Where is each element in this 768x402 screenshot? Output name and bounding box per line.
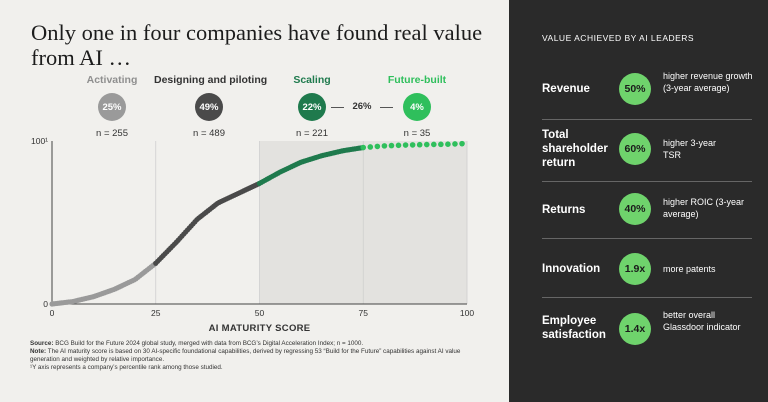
metric-value-circle: 40% bbox=[619, 193, 651, 225]
stage-count: n = 35 bbox=[403, 128, 431, 139]
metric-description: higher revenue growth (3-year average) bbox=[663, 71, 753, 93]
stage-percent-circle: 4% bbox=[403, 93, 431, 121]
note-line: Note: The AI maturity score is based on … bbox=[30, 348, 480, 364]
metric-value-circle: 60% bbox=[619, 133, 651, 165]
divider bbox=[542, 297, 752, 298]
stage-label: Activating bbox=[86, 74, 138, 86]
stage-count: n = 221 bbox=[296, 128, 328, 139]
stage-label: Future-built bbox=[387, 74, 447, 86]
stage-label: Scaling bbox=[293, 74, 331, 86]
stage-percent-circle: 49% bbox=[195, 93, 223, 121]
connector-label: 26% bbox=[352, 101, 372, 112]
value-row-returns: Returns 40% higher ROIC (3-year average) bbox=[542, 193, 752, 229]
stage-designing-piloting: Designing and piloting 49% n = 489 bbox=[154, 74, 268, 139]
data-point bbox=[360, 144, 367, 151]
stage-future-built: Future-built 4% n = 35 bbox=[362, 74, 472, 139]
source-notes: Source: BCG Build for the Future 2024 gl… bbox=[30, 340, 480, 372]
source-text: BCG Build for the Future 2024 global stu… bbox=[55, 340, 364, 347]
divider bbox=[542, 181, 752, 182]
metric-label: Returns bbox=[542, 204, 586, 216]
x-axis-label: AI MATURITY SCORE bbox=[209, 323, 311, 334]
data-point bbox=[459, 140, 465, 147]
metric-value-circle: 1.9x bbox=[619, 253, 651, 285]
data-point bbox=[416, 141, 423, 148]
metric-value-circle: 1.4x bbox=[619, 313, 651, 345]
source-label: Source: bbox=[30, 340, 54, 347]
divider bbox=[542, 119, 752, 120]
x-tick-label: 75 bbox=[359, 308, 369, 318]
data-point bbox=[388, 142, 395, 149]
left-panel: Only one in four companies have found re… bbox=[30, 20, 483, 372]
note-label: Note: bbox=[30, 348, 47, 355]
data-point bbox=[438, 141, 444, 148]
metric-label: Total shareholder return bbox=[542, 129, 608, 169]
stage-percent-circle: 25% bbox=[98, 93, 126, 121]
metric-label: Innovation bbox=[542, 263, 601, 275]
stage-scaling: Scaling 22% n = 221 bbox=[257, 74, 367, 139]
connector-line-right bbox=[380, 107, 393, 108]
maturity-chart: 0 25 50 75 100 0 100¹ AI MATURITY SCORE bbox=[31, 136, 474, 334]
value-row-innovation: Innovation 1.9x more patents bbox=[542, 253, 752, 285]
metric-label: Revenue bbox=[542, 83, 590, 95]
data-point bbox=[431, 141, 437, 148]
x-tick-label: 50 bbox=[255, 308, 265, 318]
y-tick-label: 100¹ bbox=[31, 136, 48, 146]
data-point bbox=[395, 142, 402, 149]
data-point bbox=[402, 142, 409, 148]
metric-description: higher 3-year TSR bbox=[663, 138, 717, 160]
data-point bbox=[445, 141, 451, 147]
data-point bbox=[409, 142, 416, 148]
data-point bbox=[374, 143, 381, 150]
metric-description: more patents bbox=[663, 264, 716, 274]
value-row-employee-satisfaction: Employee satisfaction 1.4x better overal… bbox=[542, 309, 752, 353]
metric-description: better overall Glassdoor indicator bbox=[663, 310, 741, 332]
right-panel-title: VALUE ACHIEVED BY AI LEADERS bbox=[542, 33, 695, 43]
stage-percent-circle: 22% bbox=[298, 93, 326, 121]
metric-label: Employee satisfaction bbox=[542, 315, 606, 341]
metric-description: higher ROIC (3-year average) bbox=[663, 197, 745, 219]
value-row-tsr: Total shareholder return 60% higher 3-ye… bbox=[542, 127, 752, 177]
data-point bbox=[423, 141, 430, 148]
data-point bbox=[452, 141, 458, 147]
x-tick-label: 25 bbox=[151, 308, 161, 318]
stage-label: Designing and piloting bbox=[154, 74, 268, 86]
page-title: Only one in four companies have found re… bbox=[31, 20, 483, 70]
data-point bbox=[367, 144, 374, 150]
x-tick-label: 0 bbox=[50, 308, 55, 318]
stage-count: n = 255 bbox=[96, 128, 128, 139]
source-line: Source: BCG Build for the Future 2024 gl… bbox=[30, 340, 480, 348]
note-text: The AI maturity score is based on 30 AI-… bbox=[30, 348, 461, 363]
right-panel: VALUE ACHIEVED BY AI LEADERS Revenue 50%… bbox=[509, 0, 768, 402]
footnote: ¹Y axis represents a company’s percentil… bbox=[30, 364, 223, 371]
value-row-revenue: Revenue 50% higher revenue growth (3-yea… bbox=[542, 70, 753, 108]
data-point bbox=[381, 143, 388, 149]
stage-count: n = 489 bbox=[193, 128, 225, 139]
stage-activating: Activating 25% n = 255 bbox=[57, 74, 167, 139]
metric-value-circle: 50% bbox=[619, 73, 651, 105]
connector-line-left bbox=[331, 107, 344, 108]
y-tick-label: 0 bbox=[43, 299, 48, 309]
x-tick-label: 100 bbox=[460, 308, 474, 318]
divider bbox=[542, 238, 752, 239]
